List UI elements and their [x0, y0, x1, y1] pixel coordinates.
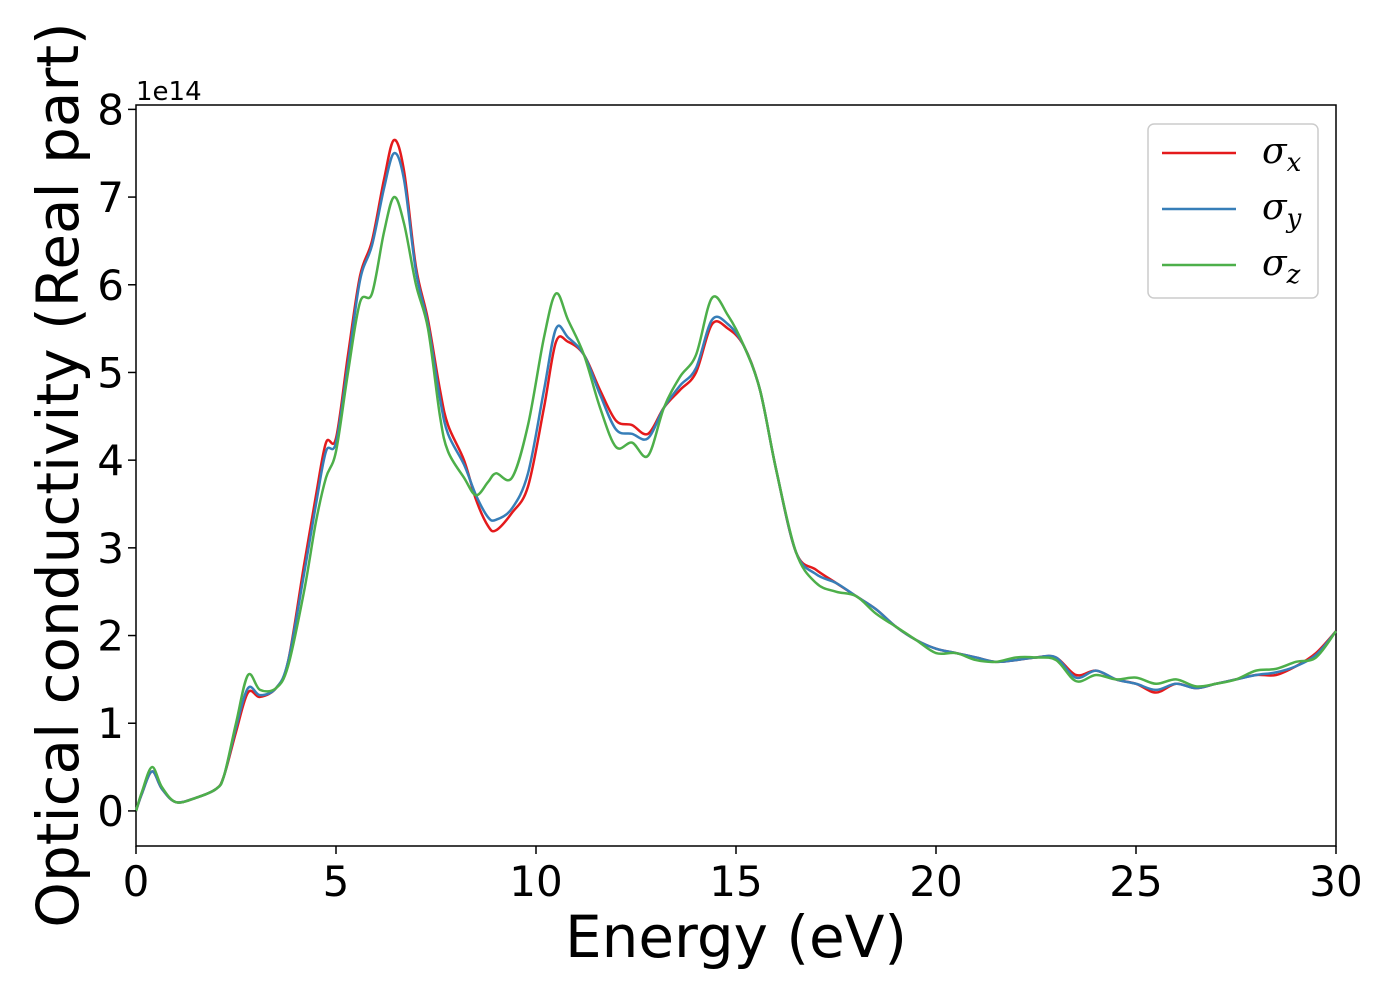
legend: σx σy σz	[1147, 123, 1319, 299]
x-axis-ticks: 0 5 10 15 20 25 30	[123, 846, 1363, 906]
x-tick-label: 15	[709, 857, 762, 906]
x-tick-label: 0	[123, 857, 150, 906]
y-axis-label: Optical conductivity (Real part)	[24, 22, 92, 927]
x-tick-label: 25	[1109, 857, 1162, 906]
series-line-y	[134, 151, 1337, 812]
legend-box	[1147, 123, 1319, 299]
legend-label-z: σz	[1262, 243, 1301, 290]
x-axis-label: Energy (eV)	[565, 903, 907, 971]
series-layer	[134, 138, 1338, 812]
x-tick-label: 30	[1309, 857, 1362, 906]
series-line-z	[134, 195, 1338, 812]
x-tick-label: 5	[323, 857, 350, 906]
y-tick-label: 3	[97, 524, 124, 573]
series-line-x	[134, 138, 1337, 812]
y-tick-label: 6	[97, 261, 124, 310]
y-tick-label: 2	[97, 612, 124, 661]
legend-label-x: σx	[1262, 131, 1302, 178]
y-tick-label: 7	[97, 173, 124, 222]
y-axis-ticks: 0 1 2 3 4 5 6 7 8	[97, 85, 136, 836]
y-tick-label: 5	[97, 348, 124, 397]
y-tick-label: 1	[97, 699, 124, 748]
y-tick-label: 8	[97, 85, 124, 134]
x-tick-label: 10	[509, 857, 562, 906]
x-tick-label: 20	[909, 857, 962, 906]
y-tick-label: 4	[97, 436, 124, 485]
legend-label-y: σy	[1262, 187, 1302, 234]
y-offset-label: 1e14	[136, 77, 202, 107]
y-tick-label: 0	[97, 787, 124, 836]
plot-area-frame	[135, 104, 1337, 847]
